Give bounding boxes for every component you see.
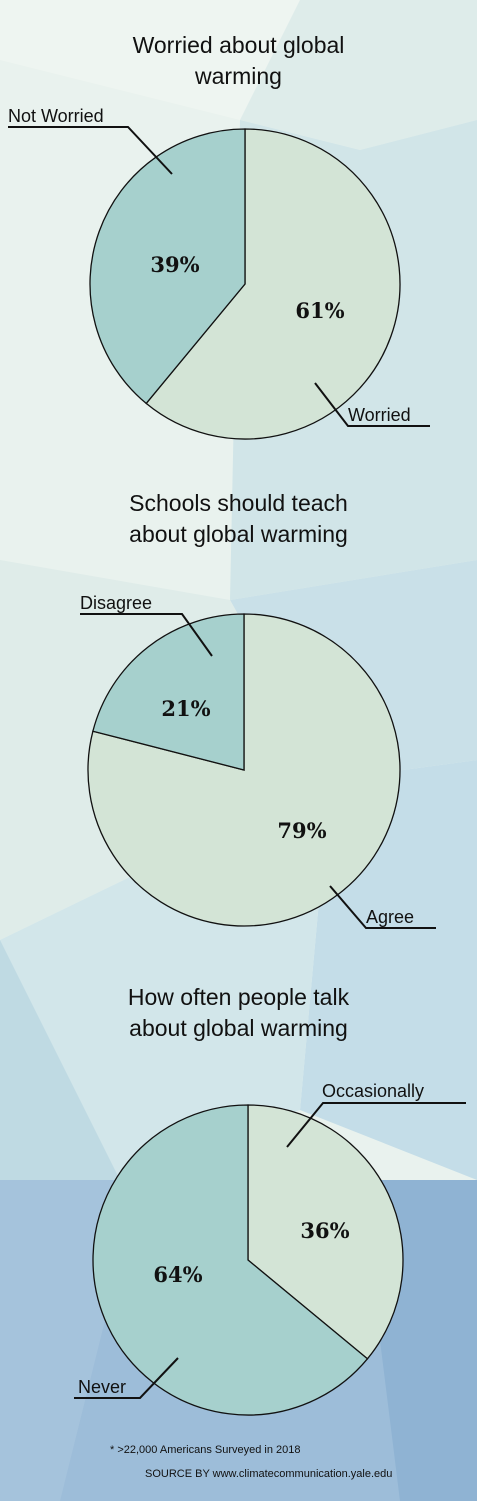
slice-label: Worried <box>348 405 411 425</box>
leader-line <box>8 126 173 175</box>
slice-label: Agree <box>366 907 414 927</box>
chart-title: Worried about global warming <box>132 32 345 89</box>
chart-title: How often people talk about global warmin… <box>127 984 350 1041</box>
slice-label: Occasionally <box>322 1081 424 1101</box>
leader-line <box>329 885 436 929</box>
leader-line <box>314 382 430 427</box>
leader-line <box>74 1357 179 1399</box>
percent-label: 36% <box>300 1218 349 1243</box>
pie-slice-agree <box>87 613 401 927</box>
source-credit: SOURCE BY www.climatecommunication.yale.… <box>145 1468 393 1480</box>
slice-label: Disagree <box>80 593 152 613</box>
percent-label: 79% <box>277 818 326 843</box>
pie-slice-disagree <box>92 613 245 771</box>
percent-label: 61% <box>295 298 344 323</box>
percent-label: 39% <box>150 252 199 277</box>
survey-note: * >22,000 Americans Surveyed in 2018 <box>110 1444 301 1456</box>
pie-slice-occasionally <box>247 1104 404 1360</box>
slice-label: Not Worried <box>8 106 104 126</box>
pie-slice-not-worried <box>89 128 246 405</box>
percent-label: 21% <box>161 696 210 721</box>
leader-line <box>80 613 213 657</box>
leader-line <box>286 1102 466 1148</box>
percent-label: 64% <box>153 1262 202 1287</box>
pie-slice-never <box>92 1104 369 1416</box>
chart-title: Schools should teach about global warming <box>129 490 348 547</box>
slice-label: Never <box>78 1377 126 1397</box>
pie-slice-worried <box>145 128 401 440</box>
